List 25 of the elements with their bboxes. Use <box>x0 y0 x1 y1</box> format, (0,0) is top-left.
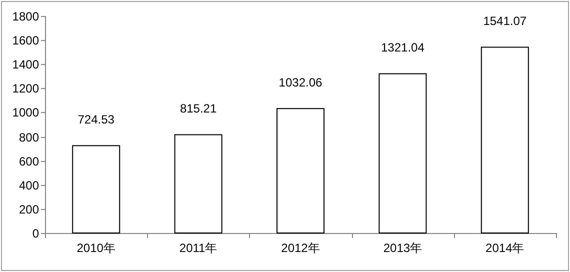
data-label: 815.21 <box>180 102 217 116</box>
bar <box>276 108 325 234</box>
x-tick-label: 2011年 <box>179 241 218 255</box>
x-tick-label: 2010年 <box>76 241 116 255</box>
bar <box>378 73 427 234</box>
y-tick-label: 1600 <box>12 34 40 48</box>
y-tick-label: 600 <box>18 154 40 168</box>
data-label: 1321.04 <box>381 40 425 55</box>
y-tick-label: 0 <box>32 226 40 240</box>
data-label: 1541.07 <box>483 14 527 28</box>
y-tick-label: 800 <box>18 130 40 144</box>
x-tick-label: 2014年 <box>486 241 524 255</box>
x-tick-label: 2012年 <box>281 241 320 255</box>
data-label: 1032.06 <box>278 76 323 90</box>
y-tick-label: 400 <box>18 178 40 192</box>
bar <box>480 46 529 234</box>
y-tick-label: 1400 <box>12 58 40 72</box>
x-tick-label: 2013年 <box>383 241 422 255</box>
bar <box>72 145 120 234</box>
bar <box>174 134 222 234</box>
y-tick-label: 1200 <box>12 82 40 96</box>
y-tick-label: 1000 <box>12 106 40 120</box>
data-label: 724.53 <box>78 112 115 127</box>
y-tick-label: 1800 <box>12 10 40 24</box>
y-tick-label: 200 <box>18 202 40 216</box>
